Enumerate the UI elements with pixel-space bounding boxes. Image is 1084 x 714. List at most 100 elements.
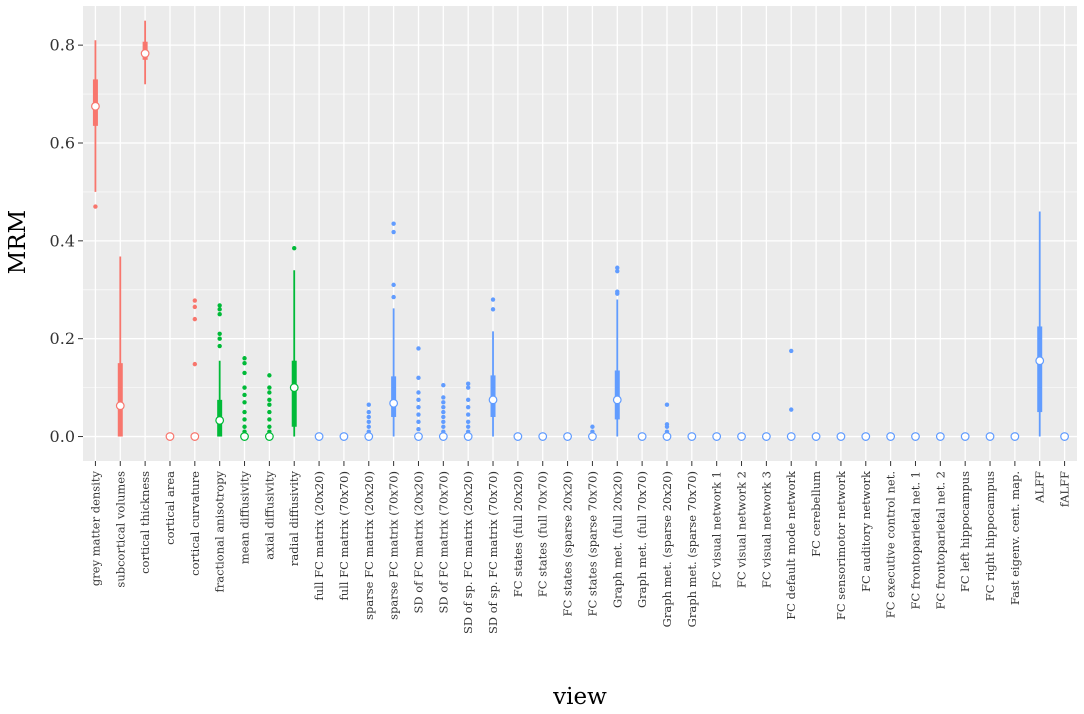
x-tick-label: FC auditory network [859,470,873,592]
median-point [662,432,672,441]
iqr-box [291,360,297,427]
x-axis: grey matter density subcortical volumes co… [88,461,1072,634]
x-tick-label: FC states (full 20x20) [511,471,525,597]
outlier-point [664,402,670,407]
outlier-point [267,390,272,395]
x-tick-label: SD of sp. FC matrix (20x20) [461,471,475,634]
outlier-point [441,400,446,405]
boxplot-group [1035,211,1045,437]
x-tick-label: FC states (sparse 20x20) [561,471,575,617]
x-tick-label: cortical area [163,471,177,545]
outlier-point [242,360,247,366]
iqr-box [391,376,397,417]
boxplot-group [836,432,846,441]
boxplot-group [712,432,722,441]
outlier-point [664,422,670,427]
median-point [911,432,920,441]
boxplot-group [612,265,622,437]
outlier-point [615,265,620,270]
boxplot-group [985,432,995,441]
boxplot-group [662,402,672,441]
median-point [712,432,722,441]
median-point [240,432,249,441]
boxplot-group [786,348,796,441]
boxplot-group [737,432,746,441]
boxplot-group [215,303,225,437]
median-point [886,432,896,441]
outlier-point [192,361,198,367]
outlier-point [416,412,421,417]
x-tick-label: FC states (full 70x70) [536,471,550,597]
boxplots [91,20,1069,441]
outlier-point [615,268,620,274]
x-tick-label: cortical curvature [188,471,202,576]
outlier-point [416,375,421,381]
boxplot-group [637,432,647,441]
outlier-point [465,385,471,390]
boxplot-group [1060,432,1069,441]
outlier-point [242,417,247,422]
median-point [563,432,572,441]
outlier-point [217,303,222,308]
boxplot-group [1010,432,1020,441]
outlier-point [441,395,446,400]
outlier-point [267,397,272,403]
boxplot-group [264,373,274,441]
x-tick-label: full FC matrix (20x20) [312,471,326,601]
outlier-point [242,356,247,361]
boxplot-group [115,256,125,437]
median-point [1035,356,1045,366]
outlier-point [465,404,471,410]
median-point [488,395,498,405]
x-tick-label: Graph met. (sparse 70x70) [685,471,699,627]
outlier-point [267,417,272,422]
boxplot-group [364,402,374,441]
x-tick-label: FC right hippocampus [983,471,997,601]
outlier-point [416,426,421,432]
boxplot-group [463,381,473,441]
outlier-point [465,424,471,429]
x-tick-label: Graph met. (sparse 20x20) [660,471,674,627]
median-point [836,432,846,441]
x-tick-label: sparse FC matrix (70x70) [387,471,401,620]
x-tick-label: full FC matrix (70x70) [337,471,351,601]
outlier-point [192,316,198,322]
median-point [314,432,324,441]
x-tick-label: fALFF [1058,471,1072,507]
median-point [513,432,523,441]
y-tick-label: 0.0 [50,427,75,446]
outlier-point [615,289,620,294]
outlier-point [441,404,446,410]
boxplot-group [538,432,548,441]
boxplot-group [886,432,896,441]
outlier-point [789,348,794,354]
y-tick-label: 0.6 [50,133,75,152]
y-tick-label: 0.8 [50,36,75,55]
x-tick-label: axial diffusivity [262,471,276,560]
outlier-point [267,385,272,390]
x-tick-label: FC cerebellum [809,471,823,557]
median-point [289,383,299,393]
boxplot-group [935,432,945,441]
outlier-point [242,370,247,376]
x-tick-label: subcortical volumes [113,471,127,588]
outlier-point [192,304,198,310]
x-tick-label: FC executive control net. [884,471,898,618]
x-tick-label: ALFF [1033,471,1047,504]
outlier-point [292,245,297,251]
median-point [538,432,548,441]
outlier-point [366,402,371,407]
median-point [438,432,448,441]
x-tick-label: SD of FC matrix (20x20) [411,471,425,613]
boxplot-group [165,432,175,441]
outlier-point [242,392,247,398]
x-tick-label: Graph met. (full 70x70) [635,471,649,608]
boxplot-group [240,356,249,441]
median-point [861,432,871,441]
outlier-point [465,381,471,386]
median-point [115,401,125,411]
boxplot-group [91,40,100,209]
median-point [761,432,771,441]
boxplot-group [960,432,970,441]
y-tick-label: 0.4 [50,231,75,250]
